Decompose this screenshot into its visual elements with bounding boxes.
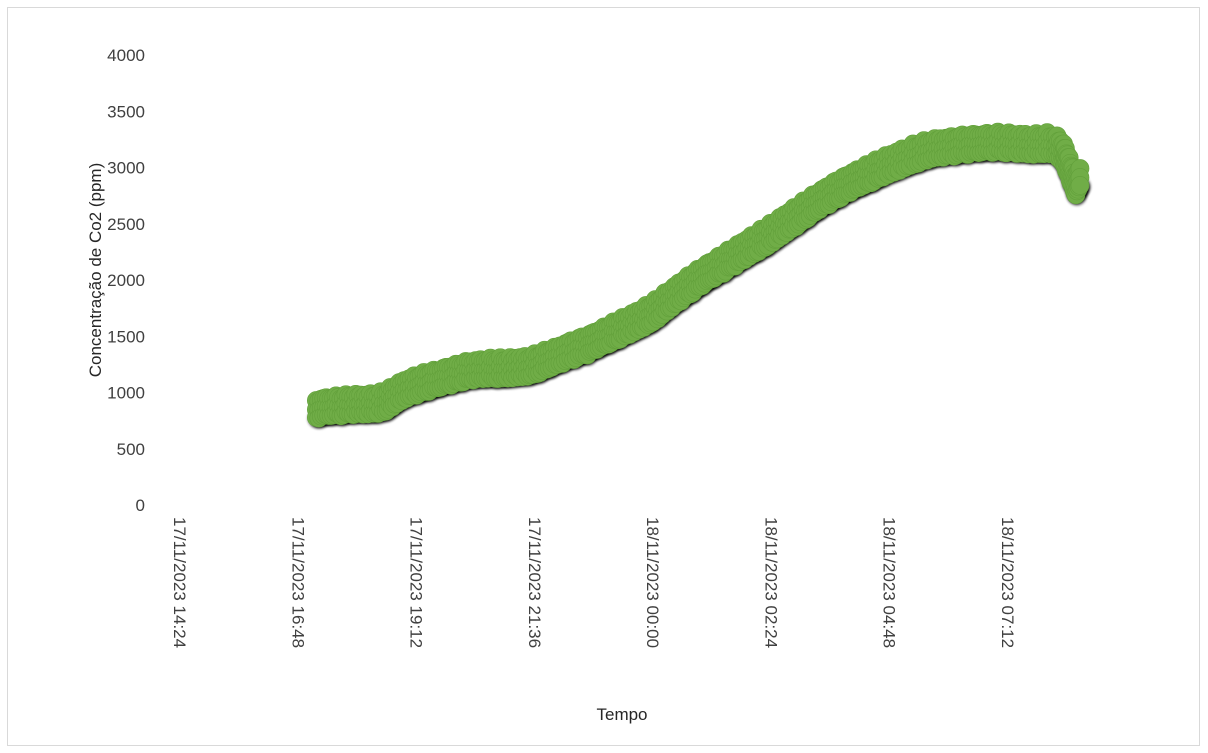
y-tick-label: 1000	[107, 384, 145, 403]
co2-scatter-chart: 0 500 1000 1500 2000 2500 3000 3500 4000 17/11/2…	[86, 46, 1091, 724]
y-axis-title: Concentração de Co2 (ppm)	[86, 163, 105, 378]
data-point	[1070, 176, 1090, 195]
x-axis-ticks: 17/11/2023 14:24 17/11/2023 16:48 17/11/20…	[170, 517, 1017, 648]
y-tick-label: 3000	[107, 159, 145, 178]
x-tick-label: 17/11/2023 19:12	[407, 517, 426, 648]
y-tick-label: 0	[136, 496, 145, 515]
x-axis-title: Tempo	[596, 705, 647, 724]
x-tick-label: 18/11/2023 04:48	[880, 517, 899, 648]
chart-area: 0 500 1000 1500 2000 2500 3000 3500 4000 17/11/2…	[7, 7, 1200, 746]
y-tick-label: 2500	[107, 215, 145, 234]
x-tick-label: 18/11/2023 07:12	[998, 517, 1017, 648]
y-tick-label: 3500	[107, 102, 145, 121]
y-tick-label: 1500	[107, 327, 145, 346]
x-tick-label: 18/11/2023 00:00	[643, 517, 662, 648]
y-tick-label: 2000	[107, 271, 145, 290]
y-tick-label: 4000	[107, 46, 145, 65]
y-axis-ticks: 0 500 1000 1500 2000 2500 3000 3500 4000	[107, 46, 145, 515]
series-points	[307, 122, 1090, 428]
x-tick-label: 17/11/2023 21:36	[525, 517, 544, 648]
x-tick-label: 17/11/2023 14:24	[170, 517, 189, 648]
x-tick-label: 18/11/2023 02:24	[761, 517, 780, 648]
x-tick-label: 17/11/2023 16:48	[288, 517, 307, 648]
y-tick-label: 500	[117, 440, 145, 459]
